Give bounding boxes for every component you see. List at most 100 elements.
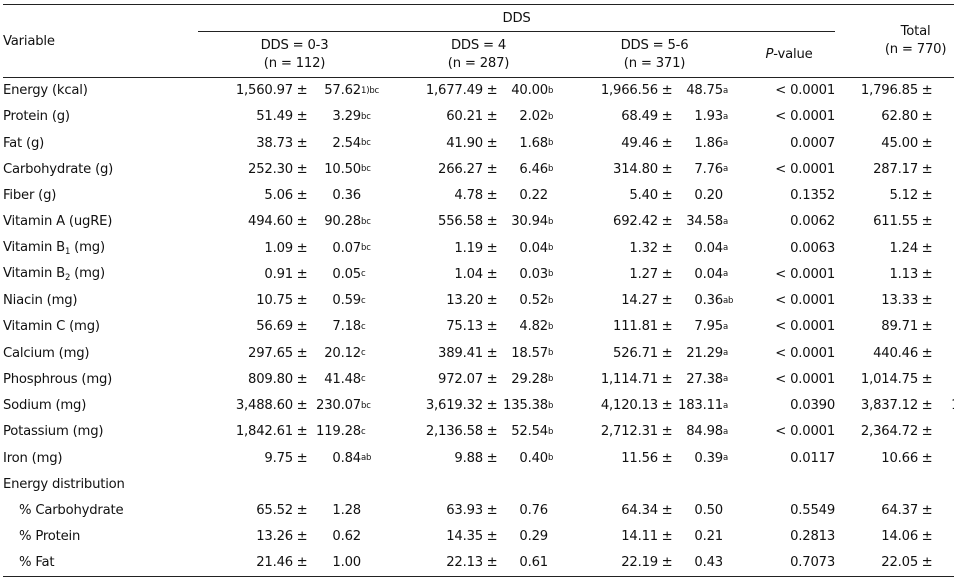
plus-minus-sign: ± (296, 529, 308, 545)
mean-value: 1,114.71 (600, 371, 658, 387)
se-value: 20.12 (324, 345, 361, 361)
mean-value: 1.04 (454, 266, 483, 282)
significance-letter: a (723, 243, 729, 254)
row-label: Vitamin C (mg) (3, 314, 198, 340)
significance-letter: c (361, 426, 366, 437)
se-value: 0.20 (694, 188, 723, 204)
total-mean: 287.17 (873, 161, 919, 177)
row-label-text: Vitamin A (ugRE) (3, 214, 113, 230)
se-value: 0.22 (519, 188, 548, 204)
plus-minus-sign: ± (661, 398, 673, 414)
row-label: % Fat (3, 550, 198, 577)
se-value: 119.28 (316, 424, 361, 440)
significance-letter (723, 498, 743, 524)
se-value: 2.54 (332, 135, 361, 151)
table-row: Niacin (mg) 10.75 ±0.59 c 13.20 ±0.52 b 14.27 ±0… (3, 288, 954, 314)
mean-value: 2,712.31 (600, 424, 658, 440)
significance-letter (723, 524, 743, 550)
row-label-text: Iron (mg) (3, 450, 63, 466)
mean-value: 64.34 (621, 503, 658, 519)
mean-value: 1.32 (629, 240, 658, 256)
total-mean: 14.06 (881, 529, 919, 545)
dds-group-header: DDS (198, 4, 836, 32)
significance-letter: 1)bc (361, 85, 379, 96)
se-value: 1.93 (694, 109, 723, 125)
total-mean: 89.71 (881, 319, 919, 335)
table-row: Potassium (mg) 1,842.61 ±119.28 c 2,136.58 ±5… (3, 419, 954, 445)
mean-value: 0.91 (264, 266, 293, 282)
se-value: 0.52 (519, 293, 548, 309)
significance-letter: ab (361, 453, 372, 464)
total-mean: 3,837.12 (860, 398, 919, 414)
plus-minus-sign: ± (486, 240, 498, 256)
significance-letter: b (548, 216, 554, 227)
plus-minus-sign: ± (921, 293, 933, 309)
se-value: 0.36 (332, 188, 361, 204)
se-value: 0.59 (332, 293, 361, 309)
plus-minus-sign: ± (661, 266, 673, 282)
total-mean: 1,796.85 (860, 83, 919, 99)
significance-letter: c (361, 348, 366, 359)
mean-value: 1,966.56 (600, 83, 658, 99)
total-mean: 2,364.72 (860, 424, 919, 440)
row-label-subscript: 1 (64, 246, 71, 257)
significance-letter: a (723, 374, 729, 385)
plus-minus-sign: ± (296, 450, 308, 466)
plus-minus-sign: ± (483, 550, 501, 577)
significance-letter (548, 550, 566, 577)
plus-minus-sign: ± (921, 266, 933, 282)
total-mean: 1.24 (889, 240, 919, 256)
se-value: 0.39 (694, 450, 723, 466)
plus-minus-sign: ± (296, 109, 308, 125)
mean-value: 75.13 (446, 319, 483, 335)
p-value: 0.0062 (790, 214, 836, 230)
p-value: < 0.0001 (775, 371, 836, 387)
row-label: Fat (g) (3, 130, 198, 156)
total-se: 30.69 (936, 78, 954, 104)
plus-minus-sign: ± (296, 188, 308, 204)
row-label: Vitamin B1 (mg) (3, 235, 198, 261)
se-value: 10.50 (324, 161, 361, 177)
group-label-1: DDS = 4 (450, 37, 507, 53)
significance-letter: a (723, 453, 729, 464)
mean-value: 56.69 (256, 319, 293, 335)
plus-minus-sign: ± (486, 293, 498, 309)
total-mean: 10.66 (881, 450, 919, 466)
significance-letter: b (548, 453, 554, 464)
se-value: 0.07 (332, 240, 361, 256)
total-mean: 45.00 (881, 135, 919, 151)
mean-value: 65.52 (256, 503, 293, 519)
row-label-text: Fat (g) (3, 135, 45, 151)
plus-minus-sign: ± (486, 398, 498, 414)
total-se: 1.32 (936, 104, 954, 130)
mean-value: 3,619.32 (425, 398, 483, 414)
se-value: 0.36 (694, 293, 723, 309)
significance-letter: a (723, 321, 729, 332)
plus-minus-sign: ± (486, 450, 498, 466)
mean-value: 1,560.97 (235, 83, 293, 99)
row-label-subscript: 2 (64, 272, 71, 283)
se-value: 230.07 (316, 398, 361, 414)
mean-value: 5.06 (264, 188, 293, 204)
se-value: 1.28 (332, 503, 361, 519)
se-value: 29.28 (511, 371, 548, 387)
row-label-text: Vitamin B (3, 239, 65, 255)
plus-minus-sign: ± (661, 161, 673, 177)
row-label-text: Niacin (mg) (3, 293, 78, 309)
plus-minus-sign: ± (921, 319, 933, 335)
table-row: Vitamin B2 (mg) 0.91 ±0.05 c 1.04 ±0.03 b 1.27 ±… (3, 261, 954, 287)
plus-minus-sign: ± (486, 109, 498, 125)
row-label: Energy distribution (3, 476, 125, 492)
p-value: 0.2813 (790, 529, 836, 545)
table-row: Vitamin B1 (mg) 1.09 ±0.07 bc 1.19 ±0.04 b 1.32… (3, 235, 954, 261)
plus-minus-sign: ± (486, 503, 498, 519)
row-label: Phosphrous (mg) (3, 366, 198, 392)
significance-letter (361, 498, 391, 524)
table-row: Energy distribution (3, 471, 954, 497)
plus-minus-sign: ± (661, 135, 673, 151)
significance-letter: bc (361, 216, 371, 227)
se-value: 18.57 (511, 345, 548, 361)
plus-minus-sign: ± (486, 371, 498, 387)
row-label-text: Sodium (mg) (3, 398, 87, 414)
table-row: % Protein 13.26 ±0.62 14.35 ±0.29 14.11 ±0.21 0… (3, 524, 954, 550)
